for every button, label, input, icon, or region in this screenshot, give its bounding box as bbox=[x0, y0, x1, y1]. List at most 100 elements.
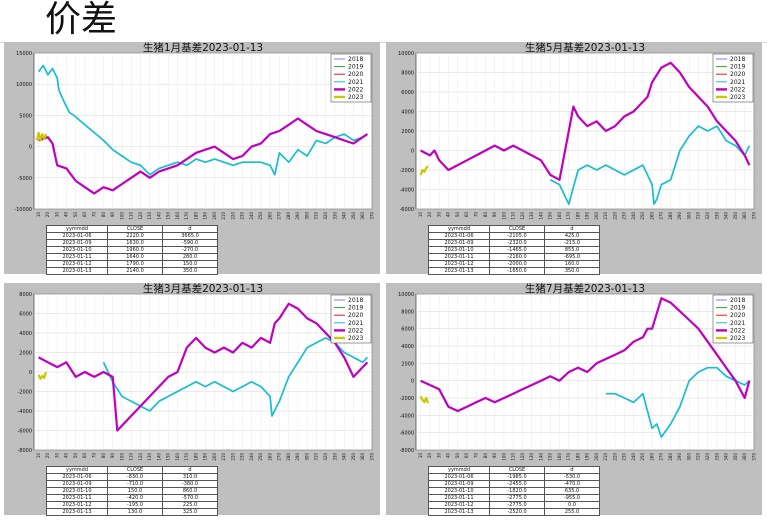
x-tick-label: 100 bbox=[119, 212, 124, 220]
y-tick-label: 8000 bbox=[19, 292, 32, 298]
x-tick-label: 260 bbox=[267, 453, 272, 461]
series-line-2022 bbox=[38, 117, 369, 195]
x-tick-label: 90 bbox=[110, 453, 115, 459]
x-tick-label: 110 bbox=[511, 453, 516, 461]
x-tick-label: 60 bbox=[82, 453, 87, 459]
x-tick-label: 140 bbox=[538, 212, 543, 220]
x-tick-label: 240 bbox=[249, 212, 254, 220]
x-tick-label: 220 bbox=[612, 212, 617, 220]
x-tick-label: 20 bbox=[45, 212, 50, 218]
table-row: 2023-01-13 -2520.0 255.0 bbox=[428, 508, 600, 516]
chart-svg: 生猪1月基差2023-01-13 -10000 -5000 0 5000 10000 150… bbox=[14, 42, 374, 220]
table-cell: 350.0 bbox=[162, 267, 218, 275]
x-tick-label: 250 bbox=[640, 212, 645, 220]
table-row: 2023-01-13 2140.0 350.0 bbox=[46, 267, 218, 275]
table-cell: 225.0 bbox=[162, 501, 218, 509]
x-tick-label: 140 bbox=[538, 453, 543, 461]
x-tick-label: 140 bbox=[156, 453, 161, 461]
y-tick-label: 8000 bbox=[401, 71, 414, 77]
table-cell: 2023-01-06 bbox=[46, 473, 108, 481]
x-tick-label: 240 bbox=[631, 212, 636, 220]
x-tick-label: 310 bbox=[696, 212, 701, 220]
legend-box bbox=[330, 53, 372, 103]
table-cell: -530.0 bbox=[544, 473, 600, 481]
x-tick-label: 230 bbox=[240, 453, 245, 461]
y-tick-label: 2000 bbox=[401, 361, 414, 367]
x-tick-label: 80 bbox=[483, 212, 488, 218]
x-tick-label: 140 bbox=[156, 212, 161, 220]
table-row: 2023-01-11 -2160.0 -695.0 bbox=[428, 253, 600, 261]
table-header-row: yymmdd CLOSE d bbox=[428, 225, 600, 233]
series-line-2023 bbox=[419, 395, 430, 404]
y-tick-label: -4000 bbox=[17, 409, 32, 415]
y-tick-label: -4000 bbox=[399, 188, 414, 194]
legend-label-2020: 2020 bbox=[348, 312, 363, 319]
y-tick-label: -6000 bbox=[17, 429, 32, 435]
chart-svg: 生猪3月基差2023-01-13 -8000 -6000 -4000 -2000 0 200… bbox=[17, 283, 374, 461]
x-tick-label: 220 bbox=[612, 453, 617, 461]
x-tick-label: 170 bbox=[184, 212, 189, 220]
y-tick-label: 10000 bbox=[398, 51, 414, 57]
legend-label-2021: 2021 bbox=[730, 320, 745, 327]
x-tick-label: 340 bbox=[724, 453, 729, 461]
table-header: yymmdd bbox=[46, 466, 108, 474]
x-tick-label: 130 bbox=[147, 453, 152, 461]
table-cell: 2023-01-13 bbox=[428, 267, 490, 275]
series-line-2021 bbox=[37, 64, 368, 176]
legend-label-2022: 2022 bbox=[348, 86, 363, 93]
y-tick-label: -10000 bbox=[14, 207, 32, 213]
x-tick-label: 350 bbox=[733, 453, 738, 461]
table-cell: -1985.0 bbox=[489, 473, 545, 481]
table-cell: 3665.0 bbox=[162, 232, 218, 240]
table-cell: 150.0 bbox=[162, 260, 218, 268]
x-tick-label: 10 bbox=[36, 453, 41, 459]
table-header: CLOSE bbox=[107, 466, 163, 474]
x-tick-label: 70 bbox=[91, 453, 96, 459]
series-line-2021 bbox=[102, 337, 369, 417]
data-table: yymmdd CLOSE d 2023-01-06 -2105.0 425.0 2023-0… bbox=[428, 225, 600, 275]
y-tick-label: -2000 bbox=[17, 390, 32, 396]
table-cell: 2023-01-12 bbox=[46, 260, 108, 268]
page-title: 价差 bbox=[45, 0, 118, 40]
table-cell: 855.0 bbox=[544, 246, 600, 254]
table-row: 2023-01-13 130.0 325.0 bbox=[46, 508, 218, 516]
x-tick-label: 220 bbox=[230, 212, 235, 220]
legend-label-2023: 2023 bbox=[348, 335, 363, 342]
x-tick-label: 150 bbox=[548, 212, 553, 220]
x-tick-label: 80 bbox=[483, 453, 488, 459]
x-tick-label: 260 bbox=[649, 453, 654, 461]
y-tick-label: 8000 bbox=[401, 309, 414, 315]
y-tick-label: 4000 bbox=[19, 331, 32, 337]
series-line-2021 bbox=[605, 366, 750, 438]
table-row: 2023-01-10 -1820.0 635.0 bbox=[428, 487, 600, 495]
table-row: 2023-01-10 -1465.0 855.0 bbox=[428, 246, 600, 254]
table-row: 2023-01-09 -2455.0 -470.0 bbox=[428, 480, 600, 488]
legend-label-2020: 2020 bbox=[348, 71, 363, 78]
x-tick-label: 270 bbox=[277, 453, 282, 461]
x-tick-label: 230 bbox=[240, 212, 245, 220]
legend-label-2021: 2021 bbox=[348, 320, 363, 327]
y-tick-label: 6000 bbox=[401, 327, 414, 333]
y-tick-label: -2000 bbox=[399, 396, 414, 402]
table-cell: 2023-01-11 bbox=[46, 494, 108, 502]
x-tick-label: 320 bbox=[705, 212, 710, 220]
table-header: d bbox=[544, 225, 600, 233]
x-tick-label: 270 bbox=[659, 453, 664, 461]
x-tick-label: 320 bbox=[323, 212, 328, 220]
legend-label-2019: 2019 bbox=[730, 64, 745, 71]
table-row: 2023-01-09 1630.0 -590.0 bbox=[46, 239, 218, 247]
table-header: yymmdd bbox=[428, 225, 490, 233]
x-tick-label: 110 bbox=[511, 212, 516, 220]
table-cell: -420.0 bbox=[107, 494, 163, 502]
x-tick-label: 80 bbox=[101, 453, 106, 459]
x-tick-label: 260 bbox=[649, 212, 654, 220]
x-tick-label: 370 bbox=[369, 212, 374, 220]
x-tick-label: 200 bbox=[212, 453, 217, 461]
y-tick-label: 6000 bbox=[401, 90, 414, 96]
x-tick-label: 180 bbox=[193, 212, 198, 220]
x-tick-label: 100 bbox=[501, 453, 506, 461]
x-tick-label: 300 bbox=[686, 453, 691, 461]
x-tick-label: 110 bbox=[129, 212, 134, 220]
x-tick-label: 40 bbox=[64, 212, 69, 218]
y-tick-label: -6000 bbox=[399, 431, 414, 437]
